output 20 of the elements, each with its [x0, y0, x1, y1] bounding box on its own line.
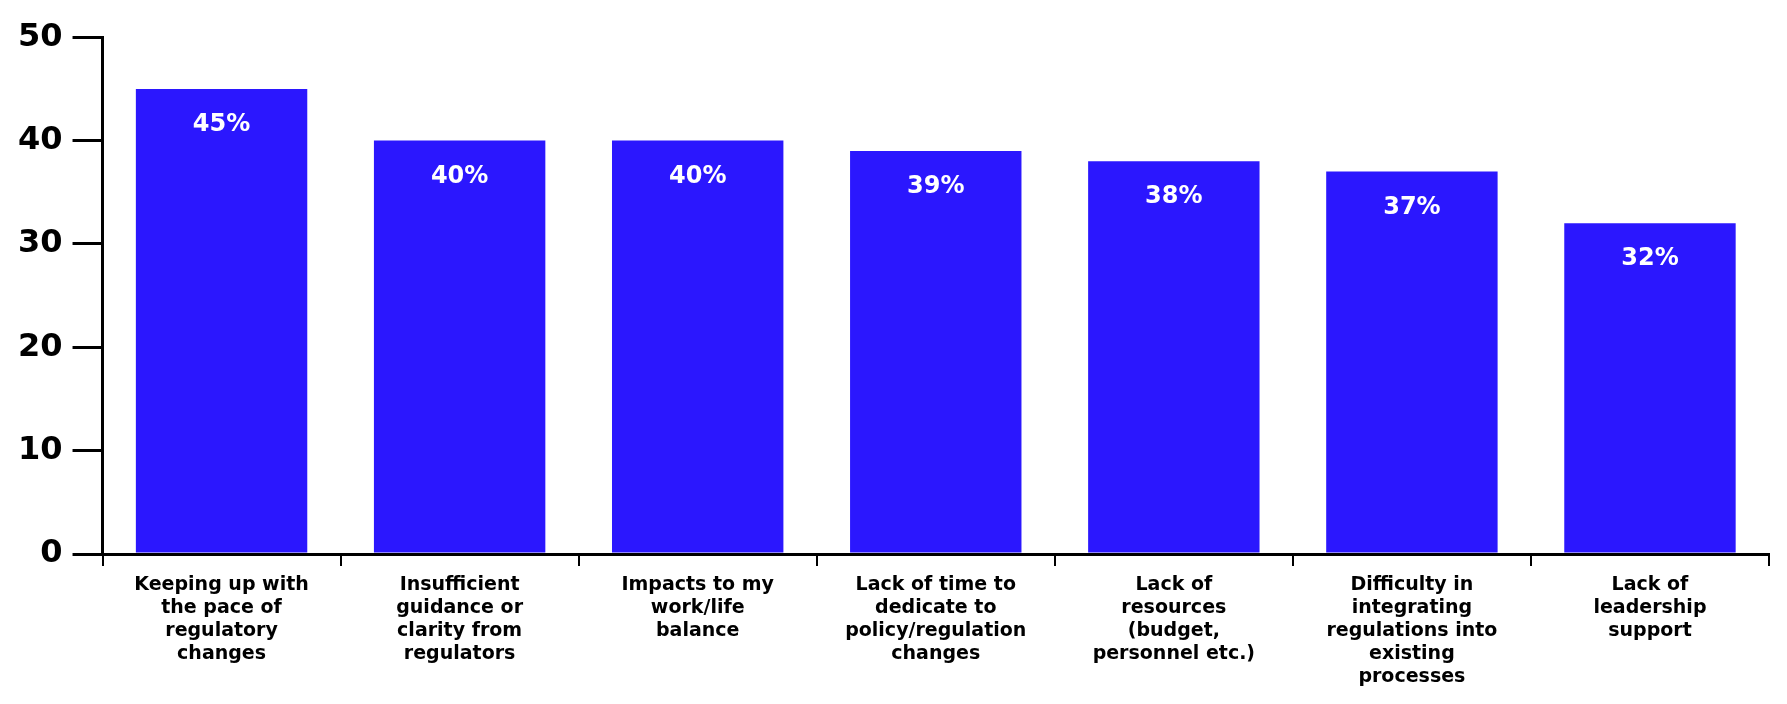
data-label: 45%: [192, 109, 251, 138]
x-tick-label: Insufficient guidance or clarity from regulators: [396, 572, 524, 663]
data-label: 40%: [430, 160, 489, 189]
y-tick-label: 10: [18, 428, 63, 467]
data-label: 38%: [1145, 181, 1203, 210]
y-tick-label: 50: [18, 15, 63, 54]
data-label: 39%: [907, 171, 965, 200]
x-tick-label: Lack of time to dedicate to policy/regulation changes: [845, 572, 1027, 663]
data-label: 40%: [668, 160, 727, 189]
x-tick-label: Lack of leadership support: [1593, 572, 1707, 640]
x-tick-label: Difficulty in integrating regulations into existing processes: [1326, 572, 1498, 686]
data-label: 32%: [1621, 243, 1679, 272]
data-label: 37%: [1383, 191, 1441, 220]
y-tick-label: 20: [18, 325, 63, 364]
x-tick-label: Keeping up with the pace of regulatory changes: [134, 572, 309, 663]
y-tick-label: 0: [40, 532, 63, 571]
y-tick-label: 40: [18, 118, 63, 157]
x-tick-label: Lack of resources (budget, personnel etc.): [1092, 572, 1256, 663]
y-tick-label: 30: [18, 222, 63, 261]
x-tick-label: Impacts to my work/life balance: [621, 572, 775, 640]
